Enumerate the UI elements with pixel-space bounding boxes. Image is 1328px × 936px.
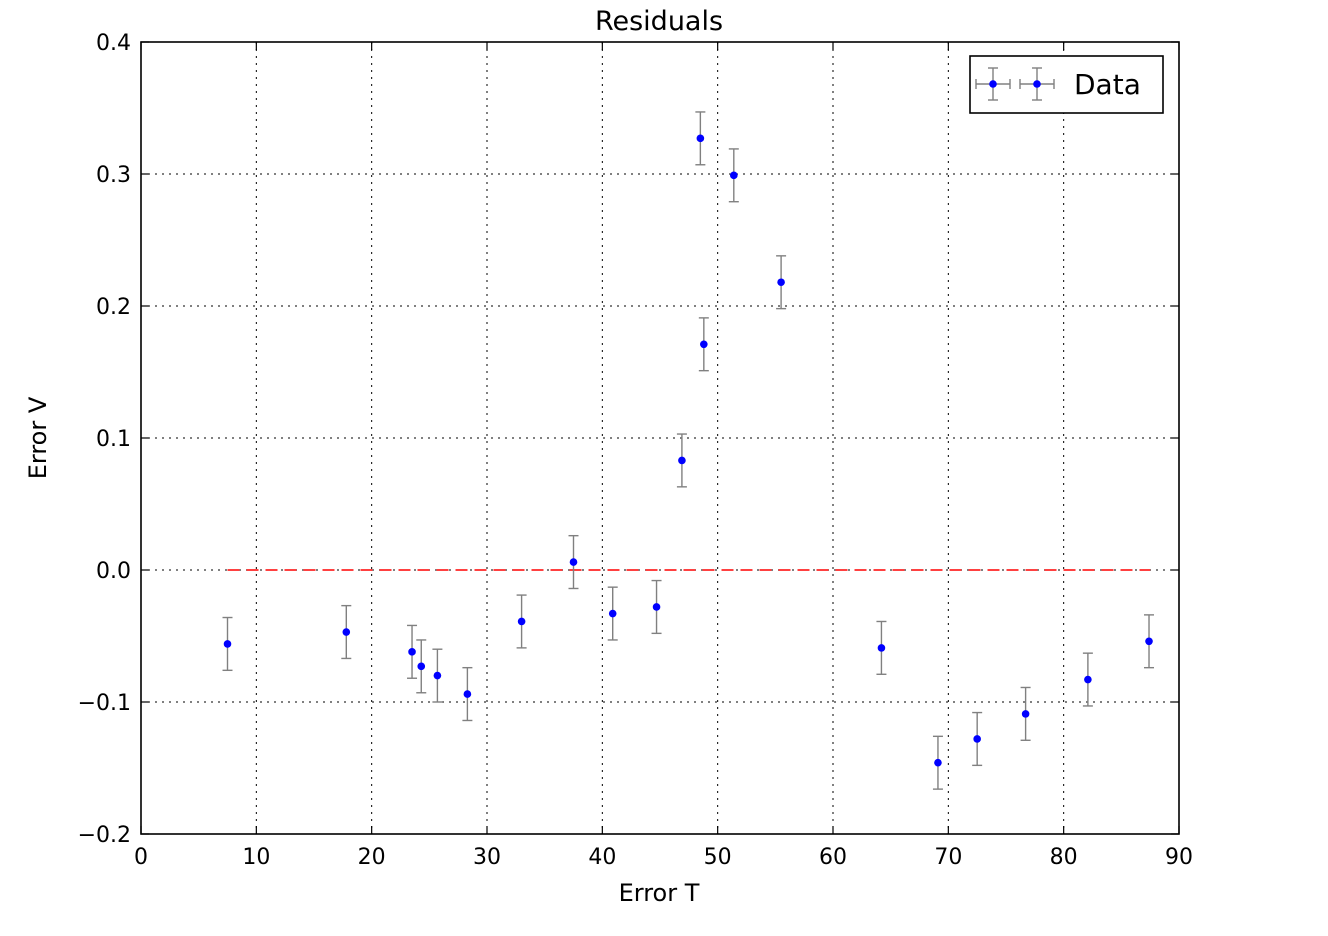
data-point-13 (728, 148, 739, 203)
legend-markers (975, 67, 1055, 101)
data-point-20 (1144, 614, 1155, 669)
data-marker (569, 558, 578, 566)
data-marker (1084, 675, 1092, 684)
data-series (222, 111, 1155, 790)
x-tick-label: 10 (242, 845, 270, 870)
chart-title: Residuals (595, 6, 723, 37)
data-marker (608, 609, 617, 618)
data-marker (730, 171, 738, 180)
data-point-14 (776, 255, 787, 310)
data-marker (433, 671, 442, 680)
x-tick-label: 30 (473, 845, 501, 870)
data-marker (700, 340, 708, 349)
data-marker (934, 758, 942, 767)
data-marker (1021, 710, 1030, 718)
data-marker (417, 662, 426, 671)
data-marker (408, 648, 416, 656)
data-point-9 (651, 579, 662, 635)
data-point-17 (972, 711, 983, 767)
data-point-15 (876, 620, 887, 675)
y-axis-label: Error V (24, 396, 52, 479)
data-marker (517, 617, 526, 626)
data-marker (223, 640, 232, 648)
data-point-12 (698, 317, 709, 372)
data-point-7 (568, 534, 579, 590)
axis-ticks: 0 10 20 30 40 50 60 70 80 90 −0.2 −0.1 0.0 0.1 0.2 0.3 0… (78, 31, 1193, 870)
y-tick-label: 0.4 (96, 31, 131, 56)
legend-label-data: Data (1074, 68, 1141, 101)
data-marker (973, 735, 981, 743)
x-tick-label: 80 (1050, 845, 1078, 870)
data-marker (652, 603, 661, 611)
data-point-5 (462, 666, 473, 722)
data-point-8 (607, 586, 618, 641)
x-tick-label: 90 (1165, 845, 1193, 870)
data-point-2 (407, 624, 418, 679)
y-tick-label: −0.1 (78, 691, 131, 716)
data-marker (342, 628, 351, 636)
data-point-6 (516, 594, 527, 649)
data-point-18 (1020, 686, 1031, 741)
x-tick-label: 50 (704, 845, 732, 870)
y-tick-label: 0.0 (96, 559, 131, 584)
x-tick-label: 60 (819, 845, 847, 870)
data-point-1 (341, 604, 352, 660)
y-tick-label: 0.2 (96, 295, 131, 320)
data-point-10 (676, 433, 687, 488)
data-point-11 (695, 111, 706, 166)
data-point-4 (432, 648, 443, 703)
legend-marker-1 (1019, 67, 1055, 101)
data-point-0 (222, 616, 233, 672)
legend-dot (1033, 80, 1041, 88)
data-marker (777, 278, 785, 287)
data-point-16 (932, 735, 943, 790)
x-tick-label: 70 (934, 845, 962, 870)
x-tick-label: 20 (358, 845, 386, 870)
x-tick-label: 40 (588, 845, 616, 870)
data-marker (696, 134, 705, 143)
legend-marker-0 (975, 67, 1011, 101)
data-marker (1145, 637, 1153, 646)
y-tick-label: 0.1 (96, 427, 131, 452)
grid (141, 42, 1179, 834)
legend: Data (969, 55, 1164, 114)
data-marker (463, 690, 472, 698)
y-tick-label: 0.3 (96, 163, 131, 188)
data-marker (877, 644, 886, 652)
x-tick-label: 0 (134, 845, 148, 870)
data-point-19 (1082, 652, 1093, 707)
data-marker (678, 456, 686, 465)
data-point-3 (416, 639, 427, 694)
y-tick-label: −0.2 (78, 823, 131, 848)
x-axis-label: Error T (619, 879, 700, 907)
legend-dot (989, 80, 997, 88)
